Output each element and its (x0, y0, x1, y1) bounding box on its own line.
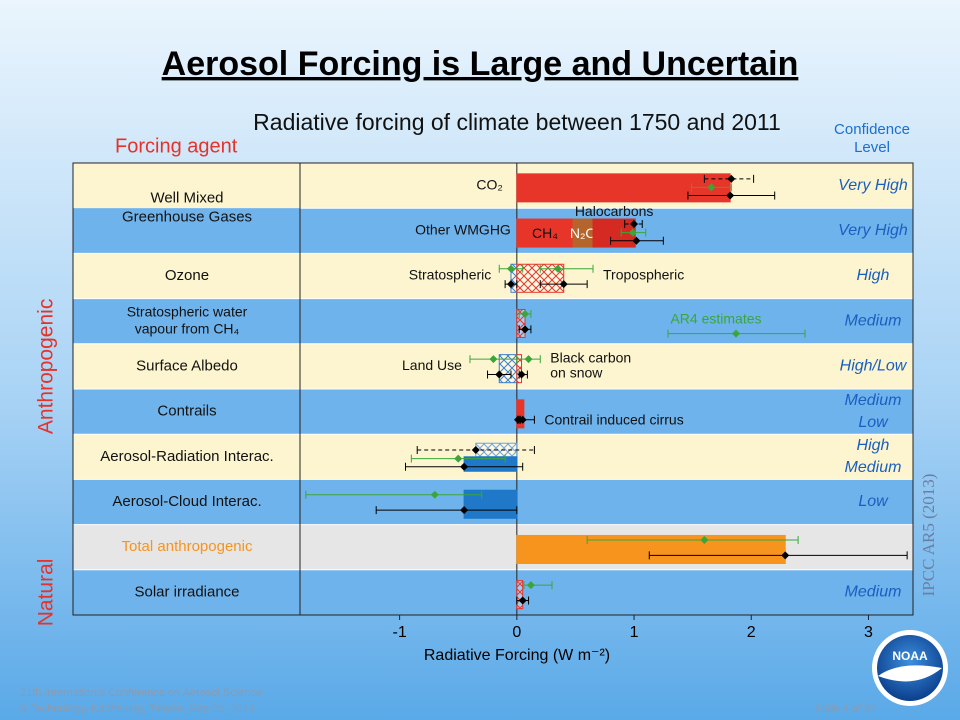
agent-label: Aerosol-Radiation Interac. (100, 448, 273, 465)
estimate-marker (526, 581, 535, 590)
estimate-marker (460, 462, 469, 471)
segment-label: N₂O (570, 225, 597, 241)
group-label: Natural (35, 559, 58, 627)
confidence-header: Level (854, 139, 890, 156)
segment-label: Land Use (402, 357, 462, 373)
estimate-marker (700, 535, 709, 544)
plot-frame (72, 162, 914, 616)
bar-segment (516, 218, 574, 248)
estimate-marker (517, 370, 526, 379)
confidence-label: Medium (845, 392, 902, 409)
footer: 21th International Conference on Aerosol… (20, 687, 262, 699)
agent-header: Forcing agent (115, 135, 238, 157)
agent-label: vapour from CH₄ (135, 320, 240, 336)
row-background (73, 569, 913, 615)
estimate-marker (489, 355, 498, 364)
estimate-marker (726, 191, 735, 200)
segment-label: Stratospheric (409, 267, 491, 283)
row-background (73, 298, 913, 344)
row-background (73, 163, 913, 209)
bar-segment (463, 489, 518, 519)
agent-label: Stratospheric water (127, 303, 248, 319)
segment-label: Black carbon (550, 350, 631, 366)
row-label: Other WMGHG (415, 222, 511, 238)
estimate-marker (521, 325, 530, 334)
logo-text: NOAA (892, 649, 928, 663)
confidence-label: Medium (845, 584, 902, 601)
confidence-label: High (857, 437, 890, 454)
confidence-label: High/Low (840, 358, 908, 375)
estimate-marker (559, 280, 568, 289)
estimate-marker (460, 506, 469, 515)
estimate-marker (630, 220, 639, 229)
agent-label: Contrails (157, 403, 216, 420)
x-tick-label: 0 (512, 624, 521, 641)
confidence-label: Medium (845, 459, 902, 476)
segment-label: Tropospheric (603, 267, 684, 283)
confidence-label: Medium (845, 312, 902, 329)
estimate-marker (471, 446, 480, 455)
logo: NOAA (872, 630, 948, 706)
estimate-marker (514, 415, 523, 424)
agent-label: Aerosol-Cloud Interac. (112, 493, 261, 510)
estimate-marker (506, 280, 515, 289)
row-background (73, 389, 913, 435)
chart: -1 0 1 2 3 Anthropogenic Natural Well Mixed Gree… (35, 162, 914, 641)
segment-label: on snow (550, 365, 603, 381)
bar-segment (517, 399, 525, 429)
segment-label: CH₄ (532, 225, 558, 241)
agent-label: Ozone (165, 267, 209, 284)
estimate-marker (518, 415, 527, 424)
estimate-marker (553, 264, 562, 273)
confidence-label: Low (858, 493, 889, 510)
estimate-marker (454, 454, 463, 463)
segment-label: CO₂ (476, 176, 502, 192)
row-background (73, 253, 913, 299)
bar-segment (516, 580, 524, 610)
bar-segment (516, 308, 526, 338)
estimate-marker (781, 551, 790, 560)
row-background (73, 343, 913, 389)
estimate-marker (628, 228, 637, 237)
source: IPCC AR5 (2013) (919, 474, 938, 597)
confidence-label: Very High (838, 177, 908, 194)
footer: & Technology, Kaohsiung, Taiwan, Sep 26,… (20, 703, 255, 715)
estimate-marker (707, 183, 716, 192)
agent-label: Surface Albedo (136, 357, 238, 374)
x-axis-label: Radiative Forcing (W m⁻²) (424, 647, 610, 664)
segment-label: Halocarbons (575, 203, 654, 219)
confidence-header: Confidence (834, 121, 910, 138)
logo-bird (878, 665, 942, 682)
estimate-marker (430, 490, 439, 499)
estimate-marker (521, 309, 530, 318)
x-tick-label: 2 (747, 624, 756, 641)
agent-label: Well Mixed (150, 190, 223, 207)
estimate-marker (524, 355, 533, 364)
estimate-marker (727, 174, 736, 183)
agent-label: Total anthropogenic (122, 538, 253, 555)
chart-title: Radiative forcing of climate between 175… (253, 109, 781, 135)
segment-label: Contrail induced cirrus (544, 411, 683, 427)
estimate-marker (518, 596, 527, 605)
confidence-label: Very High (838, 222, 908, 239)
x-tick-label: 1 (630, 624, 639, 641)
estimate-marker (495, 370, 504, 379)
bar-segment (516, 354, 523, 384)
legend-label: AR4 estimates (670, 310, 761, 326)
agent-label: Greenhouse Gases (122, 209, 252, 226)
row-background (73, 208, 913, 254)
confidence-label: High (857, 267, 890, 284)
estimate-marker (632, 236, 641, 245)
legend-swatch-marker (732, 329, 740, 338)
slide-number: Slide 4 of 32 (815, 703, 876, 715)
x-tick-label: -1 (393, 624, 407, 641)
group-label: Anthropogenic (35, 299, 58, 434)
confidence-label: Low (858, 414, 889, 431)
estimate-marker (506, 264, 515, 273)
x-tick-label: 3 (864, 624, 873, 641)
agent-label: Solar irradiance (134, 583, 239, 600)
slide-title: Aerosol Forcing is Large and Uncertain (162, 45, 799, 83)
